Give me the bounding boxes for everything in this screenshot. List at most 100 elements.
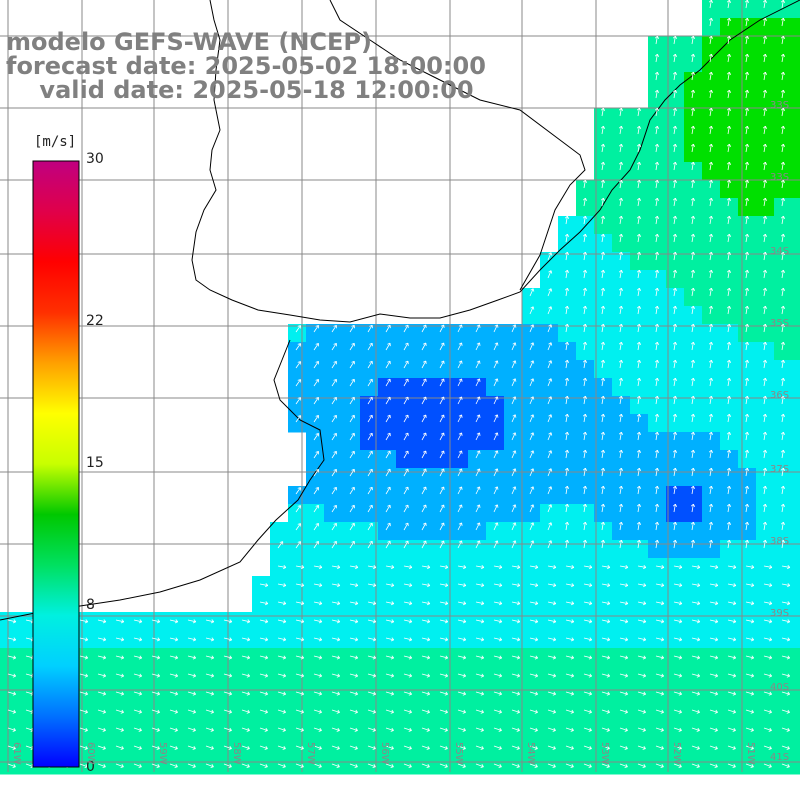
wind-vector: [637, 763, 646, 768]
wind-vector: [781, 54, 784, 63]
wind-vector-head: [480, 621, 484, 624]
wind-vector: [349, 637, 358, 641]
wind-vector: [511, 691, 520, 695]
wind-vector-head: [708, 449, 712, 453]
wind-vector: [763, 709, 772, 713]
wind-vector: [367, 414, 373, 423]
wind-vector-head: [530, 486, 534, 489]
wind-vector-head: [675, 341, 678, 345]
wind-cell: [594, 306, 613, 325]
wind-vector-head: [333, 540, 337, 543]
wind-vector-head: [762, 125, 766, 129]
wind-vector-head: [747, 287, 750, 291]
wind-vector: [601, 234, 604, 243]
wind-vector: [709, 270, 712, 279]
wind-cell: [738, 180, 757, 199]
wind-cell: [792, 324, 800, 343]
wind-cell: [666, 522, 685, 541]
wind-vector: [763, 583, 772, 586]
wind-vector-head: [552, 567, 557, 570]
wind-vector-head: [390, 675, 394, 678]
wind-vector-head: [85, 727, 88, 731]
wind-vector-head: [300, 621, 304, 624]
wind-vector-head: [747, 0, 750, 3]
wind-vector-head: [440, 396, 444, 399]
wind-vector-head: [319, 601, 323, 604]
wind-vector: [457, 655, 466, 659]
wind-vector-head: [211, 655, 215, 659]
wind-cell: [468, 414, 487, 433]
wind-vector-head: [552, 603, 556, 606]
wind-vector-head: [726, 107, 730, 111]
wind-vector: [781, 342, 784, 351]
wind-vector: [187, 745, 196, 750]
wind-vector-head: [769, 619, 773, 623]
wind-cell: [684, 414, 703, 433]
wind-vector-head: [427, 764, 430, 767]
wind-vector-head: [636, 107, 640, 111]
wind-vector: [97, 655, 106, 659]
wind-vector: [457, 727, 466, 731]
wind-vector-head: [657, 323, 660, 327]
wind-vector-head: [726, 413, 730, 417]
wind-vector-head: [391, 601, 395, 604]
wind-vector-head: [585, 323, 588, 327]
wind-vector-head: [264, 585, 269, 588]
wind-vector-head: [783, 233, 786, 237]
wind-vector: [403, 601, 412, 605]
wind-vector: [565, 288, 568, 297]
wind-vector: [511, 601, 520, 605]
wind-vector-head: [532, 450, 535, 454]
wind-vector-head: [351, 324, 355, 327]
wind-vector-head: [765, 503, 768, 507]
wind-vector: [619, 432, 622, 441]
wind-vector-head: [530, 522, 534, 525]
wind-vector-head: [265, 727, 268, 731]
wind-vector-head: [661, 655, 665, 659]
wind-vector: [187, 655, 196, 659]
latitude-label: 39S: [770, 608, 790, 619]
wind-vector-head: [247, 655, 251, 659]
wind-vector-head: [512, 414, 516, 417]
wind-cell: [612, 108, 631, 127]
wind-vector-head: [639, 197, 642, 201]
wind-vector: [367, 342, 373, 351]
wind-vector: [133, 619, 142, 623]
wind-vector-head: [762, 449, 766, 453]
wind-vector-head: [726, 323, 730, 327]
wind-vector-head: [315, 433, 319, 435]
wind-vector-head: [696, 603, 700, 606]
wind-cell: [702, 108, 721, 127]
wind-cell: [756, 144, 775, 163]
wind-vector-head: [479, 522, 481, 526]
wind-vector-head: [301, 691, 304, 695]
wind-vector-head: [494, 432, 498, 435]
wind-vector: [169, 727, 178, 731]
wind-cell: [594, 126, 613, 145]
wind-vector-head: [369, 342, 373, 345]
wind-cell: [738, 144, 757, 163]
wind-vector: [79, 637, 88, 641]
wind-cell: [702, 612, 721, 631]
wind-vector-head: [726, 197, 730, 201]
wind-vector: [781, 378, 784, 387]
wind-vector: [619, 234, 622, 243]
wind-cell: [594, 468, 613, 487]
wind-vector-head: [600, 233, 604, 237]
wind-vector-head: [570, 585, 575, 588]
wind-cell: [684, 576, 703, 595]
wind-vector-head: [517, 745, 520, 749]
wind-vector-head: [751, 764, 754, 767]
wind-cell: [666, 486, 685, 505]
wind-cell: [108, 756, 127, 775]
wind-cell: [378, 378, 397, 397]
wind-vector: [385, 763, 394, 768]
wind-cell: [594, 252, 613, 271]
wind-vector-head: [264, 748, 268, 750]
wind-vector-head: [532, 360, 535, 364]
wind-vector: [619, 450, 622, 459]
wind-vector-head: [174, 657, 178, 660]
wind-vector: [547, 745, 556, 750]
wind-vector-head: [762, 521, 766, 525]
wind-vector: [745, 583, 754, 586]
